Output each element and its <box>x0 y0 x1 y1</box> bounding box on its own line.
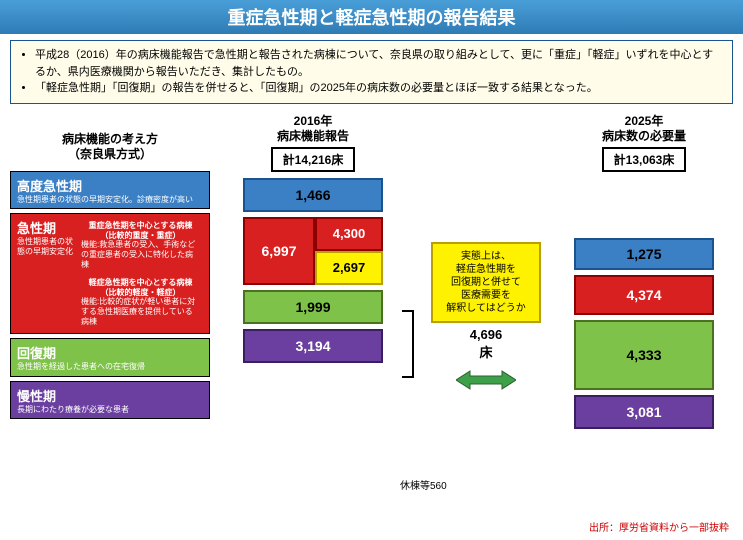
total-2016: 計14,216床 <box>271 147 356 172</box>
sub-desc: 機能:比較的症状が軽い患者に対する急性期医療を提供している病棟 <box>81 297 200 326</box>
col-2016: 2016年 病床機能報告 計14,216床 1,466 6,997 4,300 … <box>218 114 408 434</box>
page-title: 重症急性期と軽症急性期の報告結果 <box>0 0 743 34</box>
bar-kodo: 1,466 <box>243 178 383 212</box>
cat-title: 急性期 <box>17 218 75 237</box>
source-label: 出所：厚労省資料から一部抜粋 <box>589 519 729 534</box>
bar-kaifuku: 1,999 <box>243 290 383 324</box>
cat-kaifuku: 回復期 急性期を経過した患者への在宅復帰 <box>10 338 210 377</box>
sub-juu: 重症急性期を中心とする病棟 （比較的重度・重症） 機能:救急患者の受入、手術など… <box>78 218 203 272</box>
info-box: 平成28（2016）年の病床機能報告で急性期と報告された病棟について、奈良県の取… <box>10 40 733 104</box>
rest-beds: 休棟等560 <box>400 477 447 492</box>
sub-title: 重症急性期を中心とする病棟 （比較的重度・重症） <box>81 221 200 240</box>
sub-desc: 機能:救急患者の受入、手術などの重症患者の受入に特化した病棟 <box>81 240 200 269</box>
bullet: 「軽症急性期」「回復期」の報告を併せると、「回復期」の2025年の病床数の必要量… <box>35 80 722 97</box>
cat-desc: 急性期患者の状態の早期安定化。診療密度が高い <box>17 195 203 205</box>
col2-header: 2016年 病床機能報告 <box>277 114 349 145</box>
col1-header: 病床機能の考え方 （奈良県方式） <box>10 132 210 163</box>
main-layout: 病床機能の考え方 （奈良県方式） 高度急性期 急性期患者の状態の早期安定化。診療… <box>0 110 743 434</box>
cat-desc: 急性期患者の状態の早期安定化 <box>17 237 75 256</box>
cat-mansei: 慢性期 長期にわたり療養が必要な患者 <box>10 381 210 420</box>
bar-kyusei-wrap: 6,997 4,300 2,697 <box>243 217 383 285</box>
col4-header: 2025年 病床数の必要量 <box>602 114 686 145</box>
bracket-icon <box>402 310 414 378</box>
bar-juu: 4,300 <box>315 217 383 251</box>
bar-kyusei-25: 4,374 <box>574 275 714 315</box>
sub-kei: 軽症急性期を中心とする病棟 （比較的軽度・軽症） 機能:比較的症状が軽い患者に対… <box>78 275 203 329</box>
total-2025: 計13,063床 <box>602 147 687 172</box>
bullet: 平成28（2016）年の病床機能報告で急性期と報告された病棟について、奈良県の取… <box>35 47 722 80</box>
col-2025: 2025年 病床数の必要量 計13,063床 1,275 4,374 4,333… <box>564 114 724 434</box>
bar-kaifuku-25: 4,333 <box>574 320 714 390</box>
bar-mansei-25: 3,081 <box>574 395 714 429</box>
sub-title: 軽症急性期を中心とする病棟 （比較的軽度・軽症） <box>81 278 200 297</box>
bar-kodo-25: 1,275 <box>574 238 714 270</box>
col-middle: 実態上は、 軽症急性期を 回復期と併せて 医療需要を 解釈してはどうか 4,69… <box>416 114 556 434</box>
cat-kyusei: 急性期 急性期患者の状態の早期安定化 重症急性期を中心とする病棟 （比較的重度・… <box>10 213 210 334</box>
cat-desc: 急性期を経過した患者への在宅復帰 <box>17 362 203 372</box>
double-arrow-icon <box>456 369 516 391</box>
col-categories: 病床機能の考え方 （奈良県方式） 高度急性期 急性期患者の状態の早期安定化。診療… <box>10 114 210 434</box>
cat-title: 回復期 <box>17 343 203 362</box>
cat-title: 高度急性期 <box>17 176 203 195</box>
bar-kei: 2,697 <box>315 251 383 285</box>
cat-kodo: 高度急性期 急性期患者の状態の早期安定化。診療密度が高い <box>10 171 210 210</box>
bar-mansei: 3,194 <box>243 329 383 363</box>
combined-beds: 4,696 床 <box>470 327 503 361</box>
cat-title: 慢性期 <box>17 386 203 405</box>
cat-desc: 長期にわたり療養が必要な患者 <box>17 405 203 415</box>
interpretation-note: 実態上は、 軽症急性期を 回復期と併せて 医療需要を 解釈してはどうか <box>431 242 541 323</box>
bar-kyusei: 6,997 <box>243 217 315 285</box>
